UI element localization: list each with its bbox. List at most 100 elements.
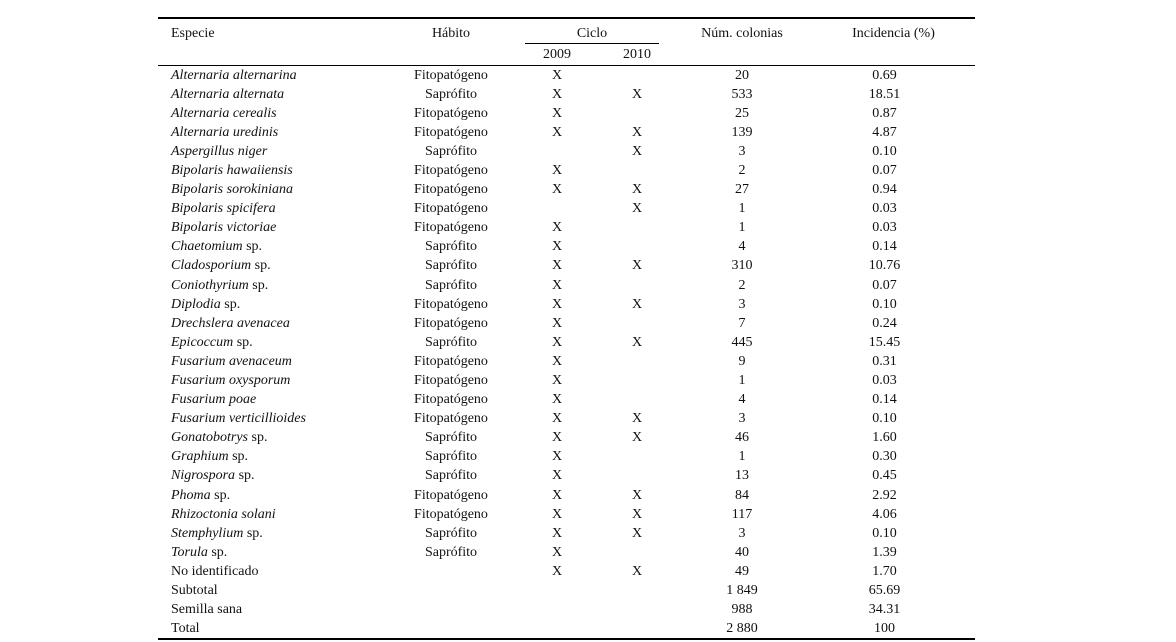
cell-ciclo-2009: X: [551, 430, 563, 446]
cell-especie: Coniothyrium sp.: [158, 276, 390, 295]
table-row: Diplodia sp. Fitopatógeno X X 3 0.10: [158, 295, 975, 314]
cell-especie: Nigrospora sp.: [158, 466, 390, 485]
cell-habito: Fitopatógeno: [414, 162, 488, 178]
cell-ciclo-2010: X: [631, 563, 643, 579]
cell-habito: Saprófito: [424, 239, 478, 255]
cell-num-colonias: 25: [735, 105, 749, 121]
cell-num-colonias: 3: [738, 296, 746, 312]
species-name: Stemphylium: [171, 525, 244, 541]
cell-incidencia: 34.31: [868, 602, 901, 618]
species-name: Semilla sana: [171, 602, 243, 618]
table-row: Aspergillus niger Saprófito X 3 0.10: [158, 142, 975, 161]
cell-ciclo-2010: X: [631, 258, 643, 274]
cell-incidencia: 15.45: [868, 334, 901, 350]
col-header-2009: 2009: [512, 46, 602, 66]
cell-num-colonias: 49: [735, 563, 749, 579]
cell-especie: Chaetomium sp.: [158, 237, 390, 256]
table-row: Fusarium avenaceum Fitopatógeno X 9 0.31: [158, 352, 975, 371]
species-name: Subtotal: [171, 583, 218, 599]
species-name: Graphium: [171, 449, 229, 465]
cell-ciclo-2009: [512, 600, 602, 619]
cell-incidencia: 0.10: [872, 296, 897, 312]
cell-ciclo-2009: X: [551, 506, 563, 522]
species-name: Bipolaris spicifera: [171, 201, 276, 217]
species-name: Nigrospora: [171, 468, 236, 484]
species-name: Aspergillus niger: [171, 143, 268, 159]
cell-num-colonias: 7: [738, 315, 746, 331]
species-suffix: sp.: [248, 277, 269, 293]
cell-incidencia: 0.30: [872, 449, 897, 465]
cell-habito: Saprófito: [424, 86, 478, 102]
cell-ciclo-2009: [512, 142, 602, 161]
table-row: Bipolaris spicifera Fitopatógeno X 1 0.03: [158, 199, 975, 218]
cell-ciclo-2009: X: [551, 277, 563, 293]
cell-ciclo-2010: [602, 352, 672, 371]
cell-ciclo-2009: X: [551, 315, 563, 331]
cell-num-colonias: 20: [735, 67, 749, 83]
cell-ciclo-2010: X: [631, 296, 643, 312]
cell-incidencia: 0.24: [872, 315, 897, 331]
cell-num-colonias: 2: [738, 277, 746, 293]
species-name: Bipolaris hawaiiensis: [171, 162, 293, 178]
cell-num-colonias: 40: [735, 544, 749, 560]
cell-especie: Fusarium oxysporum: [158, 371, 390, 390]
cell-especie: Graphium sp.: [158, 447, 390, 466]
cell-ciclo-2009: X: [551, 67, 563, 83]
species-suffix: sp.: [235, 468, 255, 484]
species-name: Alternaria alternata: [171, 86, 285, 102]
species-suffix: sp.: [233, 334, 253, 350]
cell-incidencia: 0.10: [872, 411, 897, 427]
cell-ciclo-2010: [602, 237, 672, 256]
species-name: Torula: [171, 544, 208, 560]
species-name: Phoma: [171, 487, 211, 503]
species-name: Bipolaris sorokiniana: [171, 182, 293, 198]
cell-incidencia: 0.03: [872, 201, 897, 217]
species-suffix: sp.: [251, 258, 271, 274]
cell-especie: Gonatobotrys sp.: [158, 428, 390, 447]
table-row: Alternaria cerealis Fitopatógeno X 25 0.87: [158, 104, 975, 123]
cell-habito: [390, 562, 512, 581]
cell-ciclo-2009: X: [551, 544, 563, 560]
cell-habito: Fitopatógeno: [414, 124, 488, 140]
cell-especie: Alternaria alternarina: [158, 65, 390, 85]
cell-ciclo-2010: X: [631, 506, 643, 522]
cell-habito: Fitopatógeno: [414, 487, 488, 503]
cell-ciclo-2010: X: [631, 411, 643, 427]
cell-ciclo-2009: X: [551, 124, 563, 140]
cell-ciclo-2009: X: [551, 105, 563, 121]
cell-habito: Saprófito: [424, 430, 478, 446]
table-row: Alternaria uredinis Fitopatógeno X X 139 4.87: [158, 123, 975, 142]
cell-ciclo-2010: [602, 276, 672, 295]
cell-ciclo-2010: X: [631, 143, 643, 159]
cell-ciclo-2009: X: [551, 258, 563, 274]
cell-incidencia: 0.94: [872, 182, 897, 198]
cell-habito: Saprófito: [424, 258, 478, 274]
species-suffix: sp.: [248, 430, 268, 446]
cell-especie: Bipolaris spicifera: [158, 199, 390, 218]
table-row: Subtotal 1 849 65.69: [158, 581, 975, 600]
cell-ciclo-2009: [512, 619, 602, 639]
cell-num-colonias: 1: [738, 201, 746, 217]
table-row: Gonatobotrys sp. Saprófito X X 46 1.60: [158, 428, 975, 447]
cell-ciclo-2009: X: [551, 392, 563, 408]
cell-num-colonias: 3: [738, 143, 746, 159]
cell-habito: Fitopatógeno: [414, 296, 488, 312]
cell-num-colonias: 1 849: [726, 583, 758, 599]
cell-num-colonias: 3: [738, 525, 746, 541]
cell-ciclo-2010: [602, 390, 672, 409]
cell-habito: Fitopatógeno: [414, 315, 488, 331]
cell-habito: [390, 600, 512, 619]
cell-especie: Fusarium verticillioides: [158, 409, 390, 428]
cell-especie: Epicoccum sp.: [158, 333, 390, 352]
species-name: Fusarium avenaceum: [171, 353, 292, 369]
table-row: Rhizoctonia solani Fitopatógeno X X 117 4.06: [158, 505, 975, 524]
cell-ciclo-2009: [512, 199, 602, 218]
cell-habito: Fitopatógeno: [414, 182, 488, 198]
cell-ciclo-2010: [602, 543, 672, 562]
cell-ciclo-2010: X: [631, 334, 643, 350]
species-name: Alternaria uredinis: [171, 124, 279, 140]
cell-num-colonias: 139: [731, 124, 753, 140]
species-suffix: sp.: [207, 544, 228, 560]
cell-especie: Subtotal: [158, 581, 390, 600]
cell-habito: Fitopatógeno: [414, 201, 488, 217]
